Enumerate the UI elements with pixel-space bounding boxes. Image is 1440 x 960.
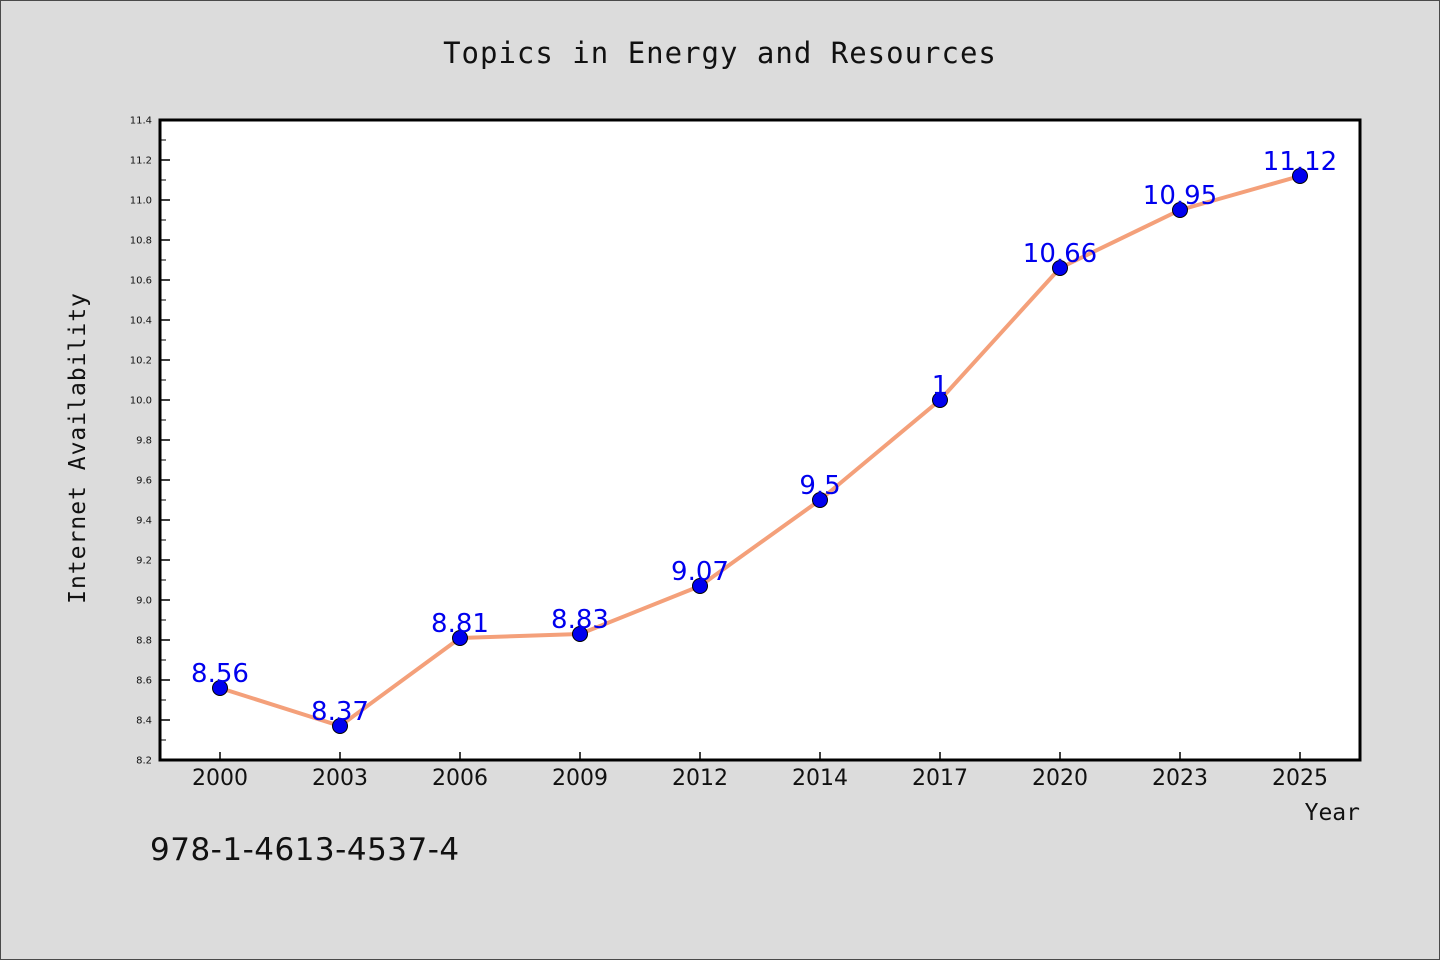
data-label: 10.66 [1023, 239, 1097, 269]
x-axis-ticks: 2000 2003 2006 2009 2012 2014 2017 2020 2023 2025 [192, 752, 1328, 791]
isbn-label: 978-1-4613-4537-4 [150, 832, 460, 868]
data-label: 8.81 [431, 609, 489, 639]
x-tick-label: 2017 [912, 766, 968, 791]
series-line-group [218, 174, 1302, 728]
data-label: 9.07 [671, 557, 729, 587]
x-tick-label: 2025 [1272, 766, 1328, 791]
x-tick-label: 2000 [192, 766, 248, 791]
y-tick-label: 8.2 [136, 756, 152, 767]
data-point [812, 492, 828, 508]
y-tick-label: 9.0 [136, 596, 152, 607]
data-point [332, 718, 348, 734]
x-tick-label: 2023 [1152, 766, 1208, 791]
data-point [932, 392, 948, 408]
data-point [212, 680, 228, 696]
y-tick-label: 9.4 [136, 516, 152, 527]
y-tick-label: 10.6 [130, 276, 152, 287]
y-tick-label: 8.8 [136, 636, 152, 647]
data-point [692, 578, 708, 594]
data-label: 8.37 [311, 697, 369, 727]
data-labels: 8.56 8.37 8.81 8.83 9.07 9.5 1 10.66 10.95 11.12 [191, 147, 1337, 727]
y-axis-label: Internet Availability [65, 292, 91, 604]
y-tick-label: 9.8 [136, 436, 152, 447]
x-tick-label: 2009 [552, 766, 608, 791]
data-label: 8.83 [551, 605, 609, 635]
x-axis-label: Year [1305, 800, 1360, 826]
x-tick-label: 2014 [792, 766, 848, 791]
data-point [452, 630, 468, 646]
data-point [1052, 260, 1068, 276]
data-label: 9.5 [799, 471, 840, 501]
y-tick-label: 8.6 [136, 676, 152, 687]
data-label: 1 [932, 371, 949, 401]
x-tick-label: 2020 [1032, 766, 1088, 791]
y-tick-label: 10.0 [130, 396, 152, 407]
data-label: 10.95 [1143, 181, 1217, 211]
y-tick-label: 11.0 [130, 196, 152, 207]
series-line [218, 174, 1302, 728]
y-tick-label: 11.4 [130, 116, 152, 127]
x-tick-label: 2012 [672, 766, 728, 791]
series-markers [212, 168, 1308, 734]
data-label: 11.12 [1263, 147, 1337, 177]
y-axis-ticks: 8.2 8.4 8.6 8.8 9.0 9.2 9.4 9.6 9.8 10.0 10.2 10.4 1… [130, 116, 170, 767]
plot-area [158, 118, 1362, 762]
y-tick-label: 9.6 [136, 476, 152, 487]
y-tick-label: 10.2 [130, 356, 152, 367]
data-point [1172, 202, 1188, 218]
x-tick-label: 2006 [432, 766, 488, 791]
y-tick-label: 11.2 [130, 156, 152, 167]
y-tick-label: 10.8 [130, 236, 152, 247]
y-tick-label: 9.2 [136, 556, 152, 567]
data-point [572, 626, 588, 642]
y-tick-label: 8.4 [136, 716, 152, 727]
data-point [1292, 168, 1308, 184]
chart-title: Topics in Energy and Resources [443, 36, 997, 70]
x-tick-label: 2003 [312, 766, 368, 791]
data-label: 8.56 [191, 659, 249, 689]
y-tick-label: 10.4 [130, 316, 152, 327]
